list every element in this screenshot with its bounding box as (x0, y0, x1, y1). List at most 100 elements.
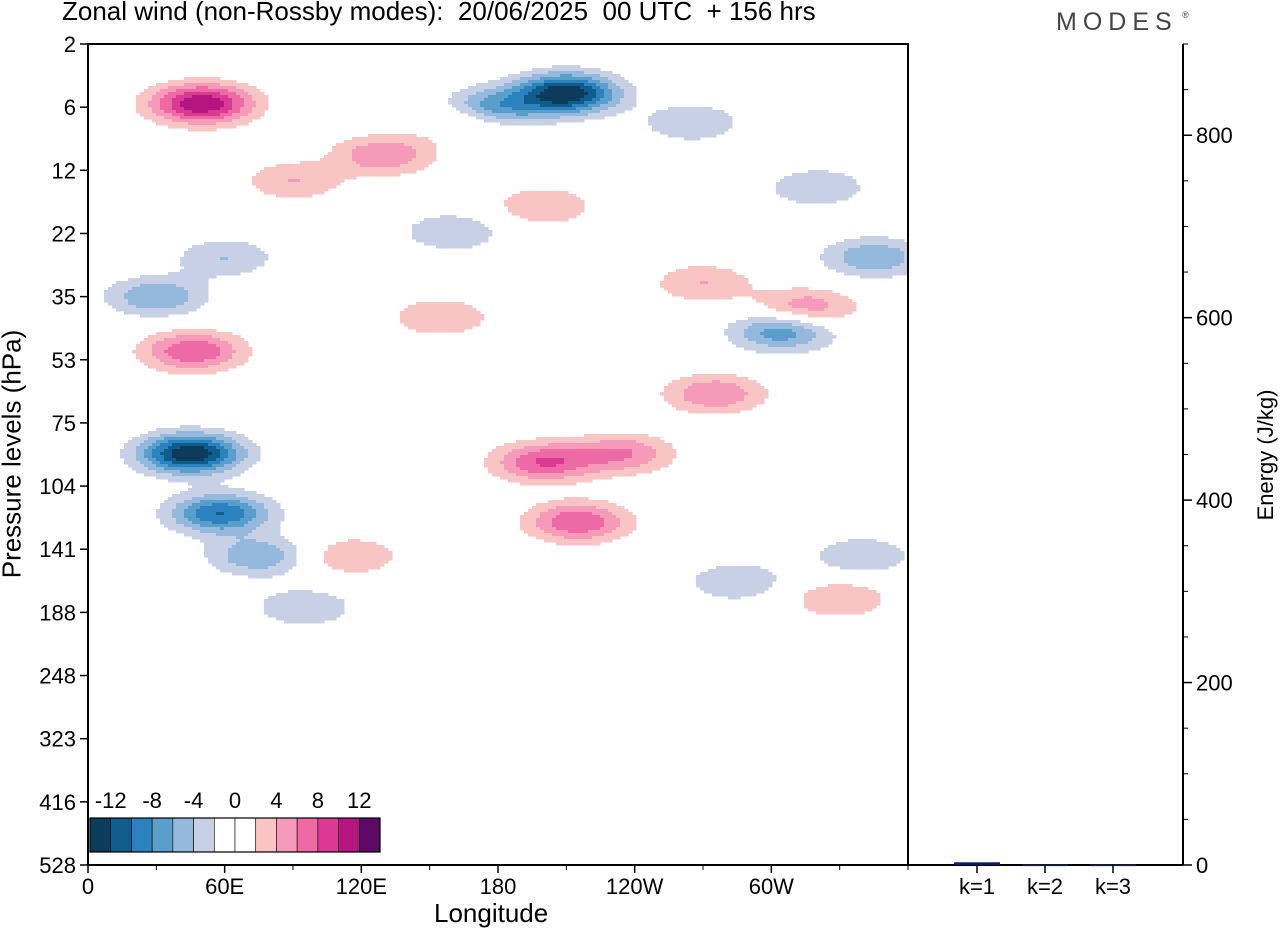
contour-cell (144, 338, 149, 342)
contour-cell (176, 278, 181, 282)
contour-cell (524, 449, 529, 453)
contour-cell (540, 197, 545, 201)
contour-cell (804, 290, 809, 294)
contour-cell (168, 341, 173, 345)
contour-cell (440, 218, 445, 222)
contour-cell (452, 233, 457, 237)
contour-cell (188, 344, 193, 348)
contour-cell (156, 332, 161, 336)
contour-cell (212, 338, 217, 342)
contour-cell (700, 296, 705, 300)
contour-cell (184, 278, 189, 282)
contour-cell (524, 74, 529, 78)
contour-cell (660, 443, 665, 447)
contour-cell (904, 242, 908, 246)
contour-cell (600, 104, 605, 108)
contour-cell (796, 182, 801, 186)
contour-cell (696, 404, 701, 408)
contour-cell (548, 92, 553, 96)
contour-cell (212, 440, 217, 444)
contour-cell (672, 398, 677, 402)
contour-cell (192, 350, 197, 354)
contour-cell (168, 353, 173, 357)
contour-cell (404, 146, 409, 150)
contour-cell (756, 401, 761, 405)
contour-cell (792, 347, 797, 351)
contour-cell (680, 389, 685, 393)
contour-cell (764, 350, 769, 354)
contour-cell (340, 176, 345, 180)
contour-cell (348, 161, 353, 165)
contour-cell (508, 107, 513, 111)
contour-cell (172, 125, 177, 129)
contour-cell (588, 116, 593, 120)
contour-cell (192, 347, 197, 351)
contour-cell (624, 443, 629, 447)
contour-cell (116, 293, 121, 297)
contour-cell (660, 131, 665, 135)
contour-cell (232, 110, 237, 114)
contour-cell (548, 89, 553, 93)
contour-cell (232, 443, 237, 447)
contour-cell (216, 251, 221, 255)
contour-cell (248, 443, 253, 447)
contour-cell (608, 95, 613, 99)
contour-cell (212, 443, 217, 447)
contour-cell (168, 296, 173, 300)
contour-cell (268, 191, 273, 195)
contour-cell (160, 275, 165, 279)
contour-cell (872, 257, 877, 261)
contour-cell (604, 83, 609, 87)
contour-cell (712, 272, 717, 276)
contour-cell (836, 191, 841, 195)
contour-cell (172, 368, 177, 372)
contour-cell (712, 407, 717, 411)
contour-cell (188, 278, 193, 282)
contour-cell (800, 296, 805, 300)
contour-cell (584, 86, 589, 90)
contour-cell (484, 107, 489, 111)
contour-cell (204, 266, 209, 270)
contour-cell (508, 203, 513, 207)
contour-cell (264, 104, 269, 108)
contour-cell (492, 113, 497, 117)
contour-cell (352, 155, 357, 159)
contour-cell (176, 293, 181, 297)
contour-cell (552, 110, 557, 114)
contour-cell (212, 344, 217, 348)
contour-cell (236, 95, 241, 99)
contour-cell (540, 122, 545, 126)
contour-cell (712, 284, 717, 288)
contour-cell (464, 104, 469, 108)
contour-cell (332, 173, 337, 177)
contour-cell (684, 401, 689, 405)
contour-cell (132, 440, 137, 444)
contour-cell (140, 359, 145, 363)
contour-cell (208, 359, 213, 363)
contour-cell (200, 266, 205, 270)
contour-cell (688, 134, 693, 138)
contour-cell (812, 305, 817, 309)
contour-cell (568, 107, 573, 111)
contour-cell (780, 347, 785, 351)
contour-cell (684, 134, 689, 138)
contour-cell (236, 113, 241, 117)
contour-cell (504, 98, 509, 102)
contour-cell (776, 296, 781, 300)
contour-cell (284, 173, 289, 177)
contour-cell (812, 194, 817, 198)
contour-cell (348, 146, 353, 150)
contour-cell (480, 89, 485, 93)
contour-cell (176, 107, 181, 111)
contour-cell (840, 299, 845, 303)
contour-cell (204, 242, 209, 246)
contour-cell (844, 251, 849, 255)
contour-cell (564, 89, 569, 93)
contour-cell (140, 104, 145, 108)
contour-cell (592, 104, 597, 108)
contour-cell (280, 188, 285, 192)
contour-cell (232, 251, 237, 255)
contour-cell (196, 350, 201, 354)
contour-cell (372, 167, 377, 171)
contour-cell (732, 281, 737, 285)
